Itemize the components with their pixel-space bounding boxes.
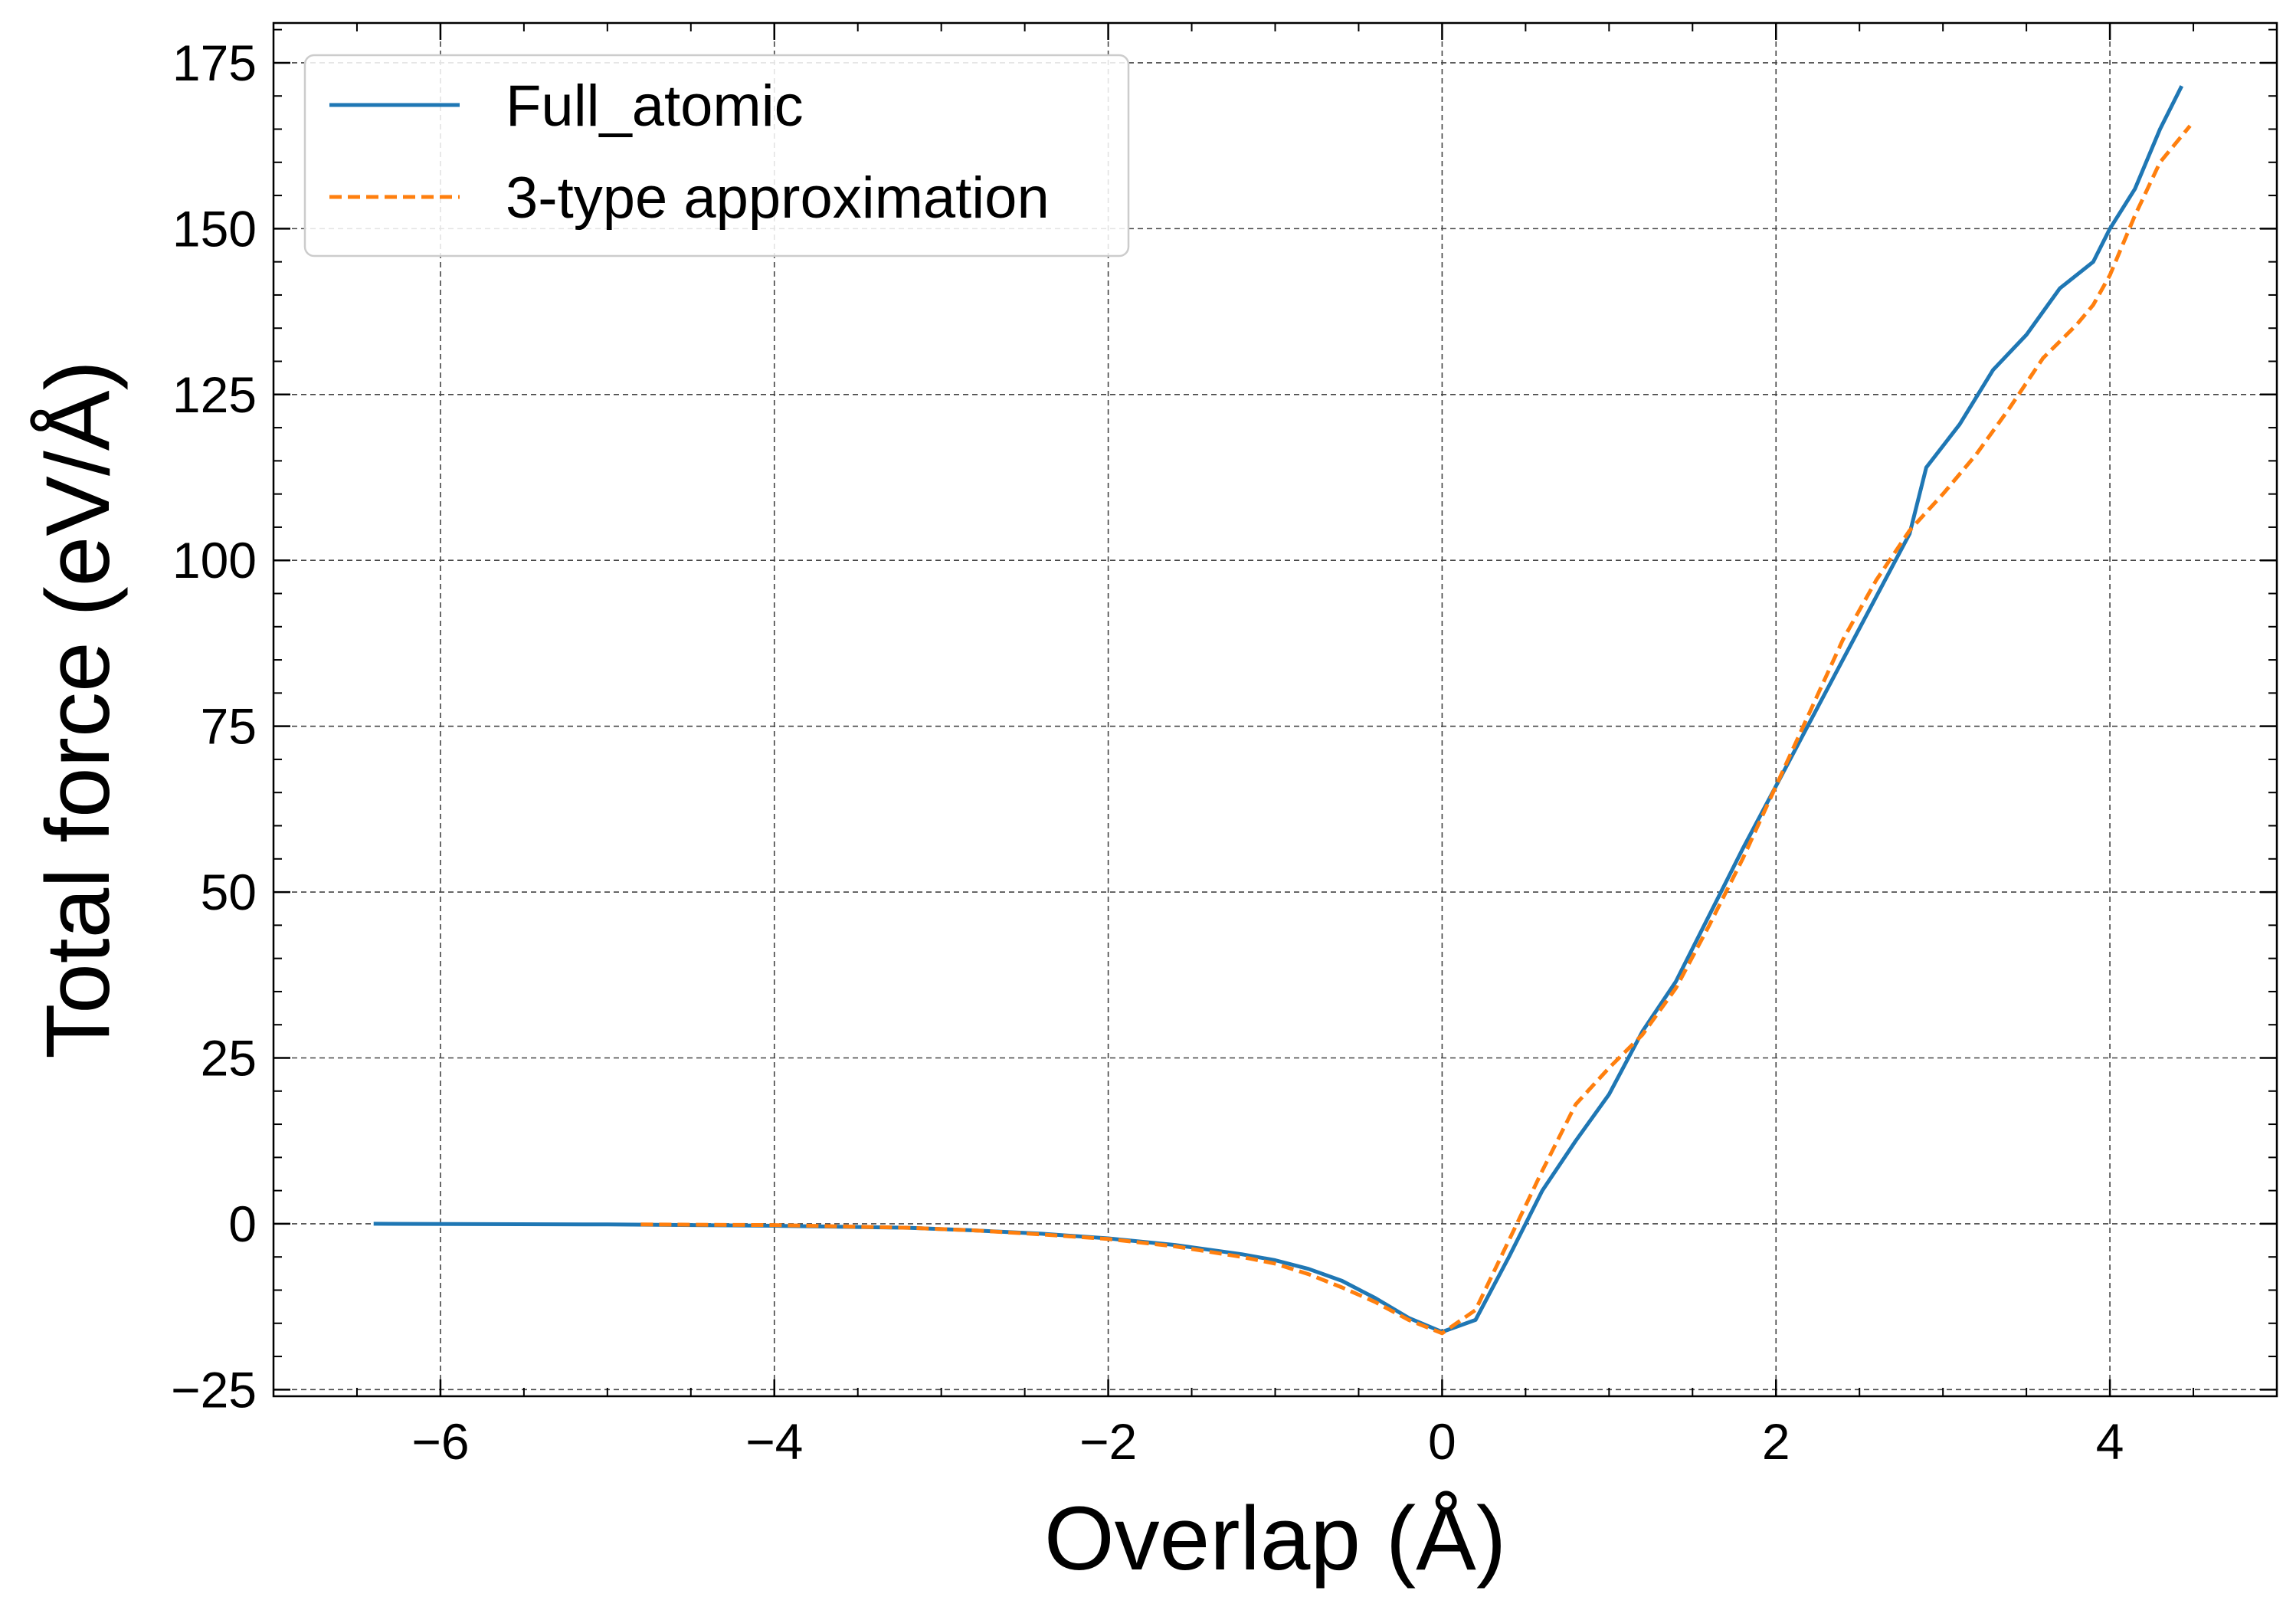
y-axis-label: Total force (eV/Å) xyxy=(28,360,129,1059)
series-line-3-type-approximation xyxy=(640,124,2192,1336)
legend-box xyxy=(303,54,1130,257)
x-tick-label: 0 xyxy=(1428,1413,1456,1470)
y-tick-label: −25 xyxy=(171,1361,257,1418)
x-tick-label: −2 xyxy=(1079,1413,1137,1470)
tick-labels: −6 −4 −2 0 2 4 −25 0 25 50 75 100 125 150 175 xyxy=(171,34,2124,1470)
y-tick-label: 150 xyxy=(172,200,257,257)
plot-frame xyxy=(272,21,2278,1398)
y-tick-label: 100 xyxy=(172,532,257,589)
x-tick-label: −6 xyxy=(411,1413,469,1470)
y-tick-label: 0 xyxy=(228,1195,257,1252)
legend-label-full-atomic: Full_atomic xyxy=(506,74,804,139)
legend: Full_atomic 3-type approximation xyxy=(303,54,1130,257)
x-tick-label: 4 xyxy=(2096,1413,2124,1470)
y-tick-label: 125 xyxy=(172,366,257,423)
y-tick-label: 75 xyxy=(201,698,257,755)
x-tick-label: 2 xyxy=(1762,1413,1790,1470)
major-ticks xyxy=(273,23,2277,1396)
minor-ticks xyxy=(273,23,2278,1396)
x-axis-label: Overlap (Å) xyxy=(1044,1488,1506,1589)
series-lines xyxy=(373,85,2192,1336)
y-tick-label: 175 xyxy=(172,34,257,91)
legend-label-3-type-approximation: 3-type approximation xyxy=(506,166,1050,231)
y-tick-label: 25 xyxy=(201,1029,257,1086)
x-tick-label: −4 xyxy=(745,1413,803,1470)
y-tick-label: 50 xyxy=(201,864,257,920)
